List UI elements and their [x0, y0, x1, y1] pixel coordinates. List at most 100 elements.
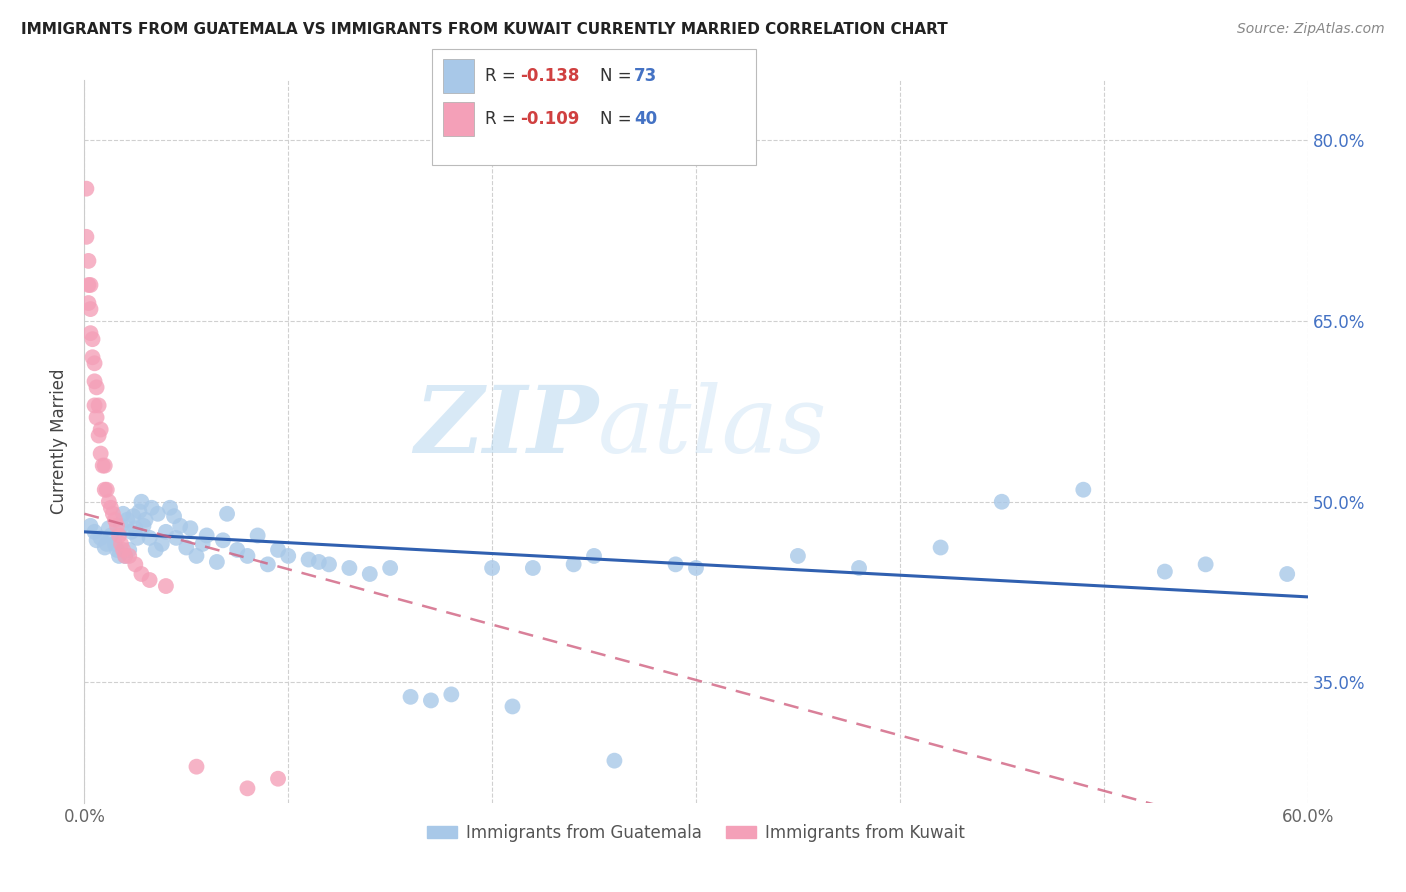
Point — [277, 549, 299, 563]
Point — [138, 531, 160, 545]
Point — [124, 558, 146, 572]
Y-axis label: Currently Married: Currently Married — [51, 368, 69, 515]
Point — [502, 699, 524, 714]
Point — [96, 537, 118, 551]
Text: R =: R = — [485, 110, 522, 128]
Point — [298, 552, 321, 566]
Point — [522, 561, 544, 575]
Point — [82, 350, 104, 364]
Point — [267, 772, 290, 786]
Point — [1277, 567, 1299, 582]
Text: ZIP: ZIP — [413, 382, 598, 472]
Point — [212, 533, 235, 548]
Point — [191, 537, 214, 551]
Point — [257, 558, 280, 572]
Point — [1154, 565, 1177, 579]
Point — [226, 542, 249, 557]
Point — [267, 542, 290, 557]
Point — [150, 537, 173, 551]
Point — [665, 558, 688, 572]
Point — [93, 483, 115, 497]
Point — [155, 524, 177, 539]
Point — [120, 524, 142, 539]
Point — [108, 528, 131, 542]
Point — [205, 555, 228, 569]
Point — [236, 781, 259, 796]
Point — [75, 181, 97, 195]
Text: IMMIGRANTS FROM GUATEMALA VS IMMIGRANTS FROM KUWAIT CURRENTLY MARRIED CORRELATIO: IMMIGRANTS FROM GUATEMALA VS IMMIGRANTS … — [21, 22, 948, 37]
Point — [420, 693, 443, 707]
Point — [787, 549, 810, 563]
Text: -0.138: -0.138 — [520, 67, 579, 85]
Point — [101, 507, 124, 521]
Point — [100, 500, 122, 515]
Point — [481, 561, 503, 575]
Point — [79, 301, 101, 317]
Point — [122, 509, 145, 524]
Point — [97, 521, 120, 535]
Point — [104, 513, 127, 527]
Text: Source: ZipAtlas.com: Source: ZipAtlas.com — [1237, 22, 1385, 37]
Point — [79, 519, 101, 533]
Point — [145, 542, 167, 557]
Point — [165, 531, 187, 545]
Point — [562, 558, 585, 572]
Text: atlas: atlas — [598, 382, 828, 472]
Point — [93, 541, 115, 555]
Point — [112, 542, 135, 557]
Point — [141, 500, 163, 515]
Point — [96, 483, 118, 497]
Point — [83, 375, 105, 389]
Point — [380, 561, 402, 575]
Point — [169, 519, 191, 533]
Point — [93, 458, 115, 473]
Point — [75, 230, 97, 244]
Point — [174, 541, 197, 555]
Text: R =: R = — [485, 67, 522, 85]
Point — [1073, 483, 1095, 497]
Point — [246, 528, 269, 542]
Point — [217, 507, 239, 521]
Point — [86, 410, 108, 425]
Point — [86, 380, 108, 394]
Point — [90, 422, 112, 436]
Legend: Immigrants from Guatemala, Immigrants from Kuwait: Immigrants from Guatemala, Immigrants fr… — [420, 817, 972, 848]
Point — [100, 528, 122, 542]
Point — [79, 277, 101, 292]
Point — [603, 754, 626, 768]
Point — [127, 531, 149, 545]
Point — [112, 507, 135, 521]
Point — [308, 555, 330, 569]
Point — [318, 558, 340, 572]
Point — [236, 549, 259, 563]
Point — [848, 561, 870, 575]
Point — [115, 513, 138, 527]
Point — [138, 573, 160, 587]
Point — [77, 253, 100, 268]
Point — [186, 759, 208, 773]
Text: -0.109: -0.109 — [520, 110, 579, 128]
Point — [583, 549, 606, 563]
Point — [179, 521, 201, 535]
Point — [339, 561, 361, 575]
Point — [110, 519, 132, 533]
Point — [124, 521, 146, 535]
Point — [105, 542, 128, 557]
Point — [77, 277, 100, 292]
Point — [87, 428, 110, 442]
Point — [108, 549, 131, 563]
Point — [118, 542, 141, 557]
Point — [91, 458, 114, 473]
Point — [132, 519, 155, 533]
Point — [155, 579, 177, 593]
Point — [146, 507, 169, 521]
Point — [163, 509, 186, 524]
Point — [87, 398, 110, 412]
Point — [159, 500, 181, 515]
Point — [110, 537, 132, 551]
Point — [685, 561, 707, 575]
Point — [79, 326, 101, 340]
Point — [90, 531, 112, 545]
Point — [131, 567, 153, 582]
Point — [128, 504, 150, 518]
